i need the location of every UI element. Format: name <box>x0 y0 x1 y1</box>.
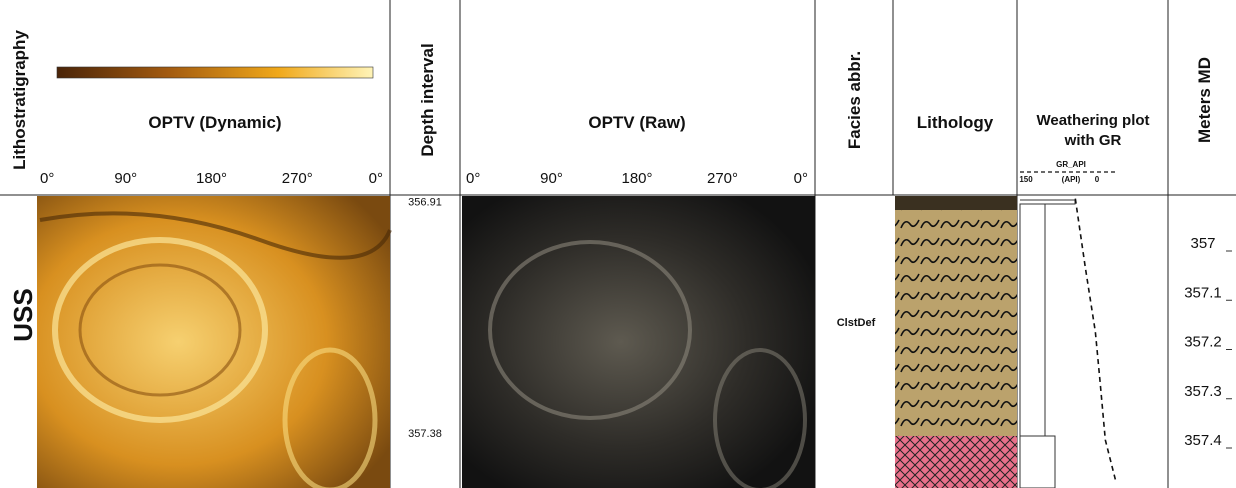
lithology-column <box>895 196 1017 488</box>
azimuth-label: 90° <box>114 170 137 187</box>
column-title: OPTV (Dynamic) <box>148 113 281 132</box>
depth-tick-label: 357.2 <box>1184 334 1222 351</box>
depth-label: 357.38 <box>408 428 442 440</box>
gr-scale-label: 0 <box>1095 175 1100 184</box>
depth-tick-label: 357 <box>1190 235 1215 252</box>
azimuth-label: 180° <box>196 170 227 187</box>
column-title: Depth interval <box>418 43 437 156</box>
column-title: Facies abbr. <box>845 51 864 149</box>
azimuth-label: 90° <box>540 170 563 187</box>
azimuth-label: 0° <box>369 170 383 187</box>
weathering-profile <box>1019 199 1076 488</box>
optv-raw-image <box>462 196 815 488</box>
depth-tick-label: 357.1 <box>1184 284 1222 301</box>
gr-legend-name: GR_API <box>1056 160 1086 169</box>
column-title: OPTV (Raw) <box>588 113 685 132</box>
depth-tick-label: 357.3 <box>1184 383 1222 400</box>
depth-tick-label: 357.4 <box>1184 432 1222 449</box>
column-title: Lithology <box>917 113 994 132</box>
azimuth-label: 0° <box>466 170 480 187</box>
gr-scale-label: 150 <box>1019 175 1033 184</box>
facies-label: ClstDef <box>837 317 876 329</box>
column-title: Weathering plot <box>1036 112 1149 129</box>
gr-curve <box>1074 198 1117 480</box>
depth-label: 356.91 <box>408 197 442 209</box>
azimuth-label: 270° <box>282 170 313 187</box>
color-bar <box>56 66 374 79</box>
azimuth-label: 270° <box>707 170 738 187</box>
azimuth-label: 0° <box>40 170 54 187</box>
column-title: with GR <box>1064 132 1122 149</box>
optv-dynamic-image <box>37 196 392 488</box>
azimuth-label: 180° <box>621 170 652 187</box>
column-title: Meters MD <box>1195 57 1214 143</box>
unit-label: USS <box>8 288 38 341</box>
azimuth-label: 0° <box>794 170 808 187</box>
column-title: Lithostratigraphy <box>10 30 29 170</box>
gr-legend-unit: (API) <box>1062 175 1081 184</box>
